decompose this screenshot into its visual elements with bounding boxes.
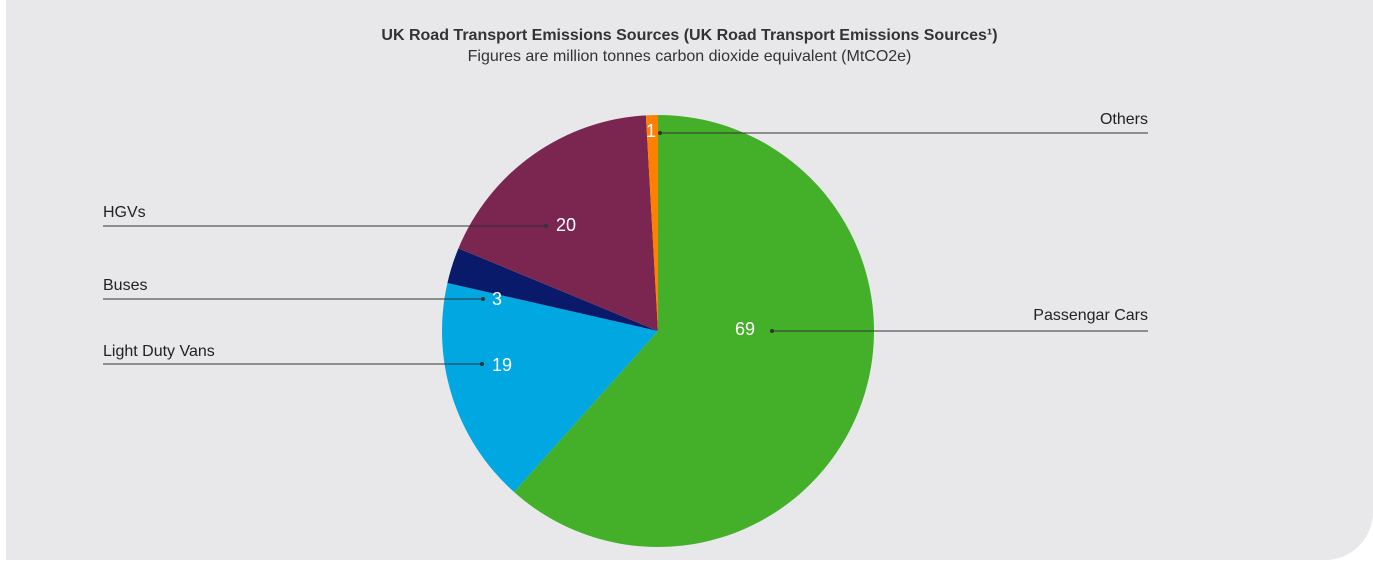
value-label-hgvs: 20 [556,215,576,235]
value-label-others: 1 [646,121,656,141]
pie-slice-others [645,115,658,331]
category-label-light-duty-vans: Light Duty Vans [103,343,215,360]
pie-slice-buses [447,248,658,331]
leader-dot-light-duty-vans [480,362,484,366]
category-label-hgvs: HGVs [103,204,146,221]
category-label-passengar-cars: Passengar Cars [1033,307,1148,324]
pie-slice-light-duty-vans [442,282,658,493]
chart-title: UK Road Transport Emissions Sources (UK … [381,27,998,44]
pie-slice-hgvs [458,115,658,331]
leader-dot-hgvs [544,224,548,228]
category-label-buses: Buses [103,277,147,294]
pie-slice-passengar-cars [514,115,874,547]
leader-dot-passengar-cars [770,329,774,333]
leader-dot-others [658,131,662,135]
value-label-light-duty-vans: 19 [492,355,512,375]
chart-subtitle: Figures are million tonnes carbon dioxid… [467,48,912,65]
category-label-others: Others [1100,111,1148,128]
value-label-buses: 3 [492,289,502,309]
value-label-passengar-cars: 69 [735,319,755,339]
leader-dot-buses [481,297,485,301]
